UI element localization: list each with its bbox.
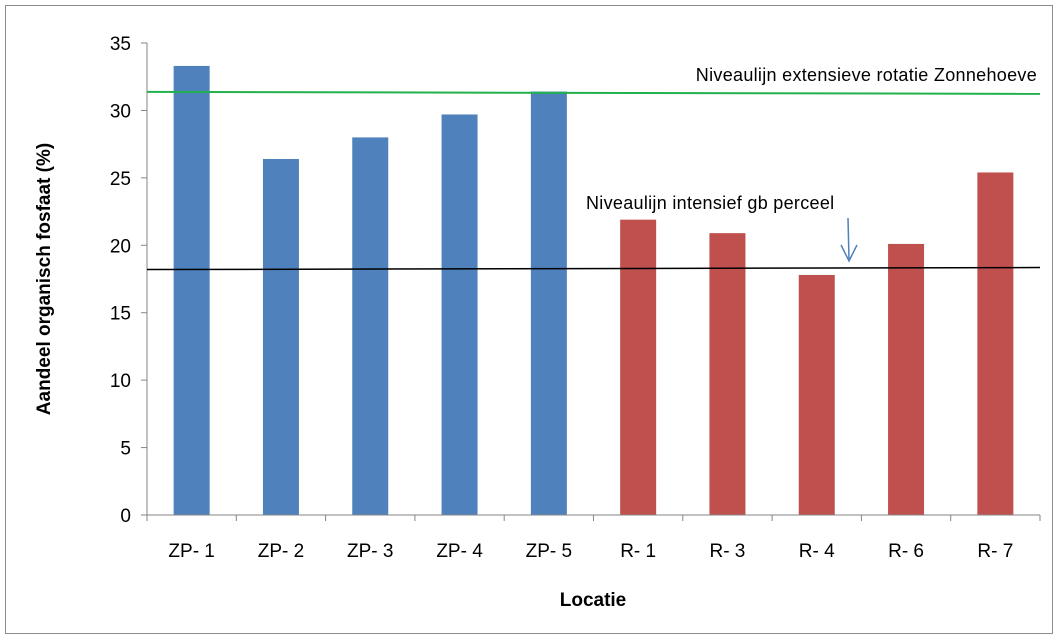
x-tick-label: ZP- 1 xyxy=(168,541,214,562)
bar-r-7 xyxy=(977,172,1014,515)
x-axis: ZP- 1 ZP- 2 ZP- 3 ZP- 4 ZP- 5 R- 1 R- 3 R- 4 R- … xyxy=(146,514,1041,562)
bar-zp-3 xyxy=(352,137,389,515)
reference-label-extensive: Niveaulijn extensieve rotatie Zonnehoeve xyxy=(696,65,1037,85)
arrow-shaft xyxy=(847,217,850,260)
y-tick-label: 15 xyxy=(110,304,131,325)
y-axis-title: Aandeel organisch fosfaat (%) xyxy=(34,143,55,415)
x-tick-label: R- 7 xyxy=(977,541,1013,562)
x-tick-label: ZP- 2 xyxy=(258,541,304,562)
bar-zp-4 xyxy=(441,114,478,515)
bar-r-6 xyxy=(888,243,925,516)
bar-r-3 xyxy=(709,233,746,516)
y-tick-label: 25 xyxy=(110,169,131,190)
reference-line-intensive xyxy=(146,266,1041,271)
arrow-head-icon xyxy=(840,244,858,263)
bar-zp-1 xyxy=(173,65,210,515)
reference-lines: Niveaulijn extensieve rotatie Zonnehoeve… xyxy=(146,65,1041,271)
bars xyxy=(173,65,1014,516)
y-tick-label: 20 xyxy=(110,236,131,257)
y-tick-label: 35 xyxy=(110,34,131,55)
reference-line-extensive xyxy=(146,90,1041,95)
x-tick-label: ZP- 3 xyxy=(347,541,393,562)
x-tick-label: R- 4 xyxy=(799,541,835,562)
bar-zp-2 xyxy=(262,158,299,515)
y-tick-label: 30 xyxy=(110,101,131,122)
x-tick-label: R- 1 xyxy=(620,541,656,562)
y-axis: 0 5 10 15 20 25 30 35 xyxy=(110,34,148,527)
x-tick-label: R- 3 xyxy=(709,541,745,562)
y-tick-label: 10 xyxy=(110,371,131,392)
x-tick-label: ZP- 5 xyxy=(526,541,572,562)
y-tick-label: 5 xyxy=(120,439,131,460)
bar-r-1 xyxy=(620,219,657,516)
x-axis-title: Locatie xyxy=(560,590,627,611)
bar-zp-5 xyxy=(530,91,567,515)
x-tick-label: ZP- 4 xyxy=(436,541,483,562)
reference-label-intensive: Niveaulijn intensief gb perceel xyxy=(586,193,834,213)
bar-r-4 xyxy=(798,274,835,515)
y-tick-label: 0 xyxy=(120,506,131,527)
x-tick-label: R- 6 xyxy=(888,541,924,562)
